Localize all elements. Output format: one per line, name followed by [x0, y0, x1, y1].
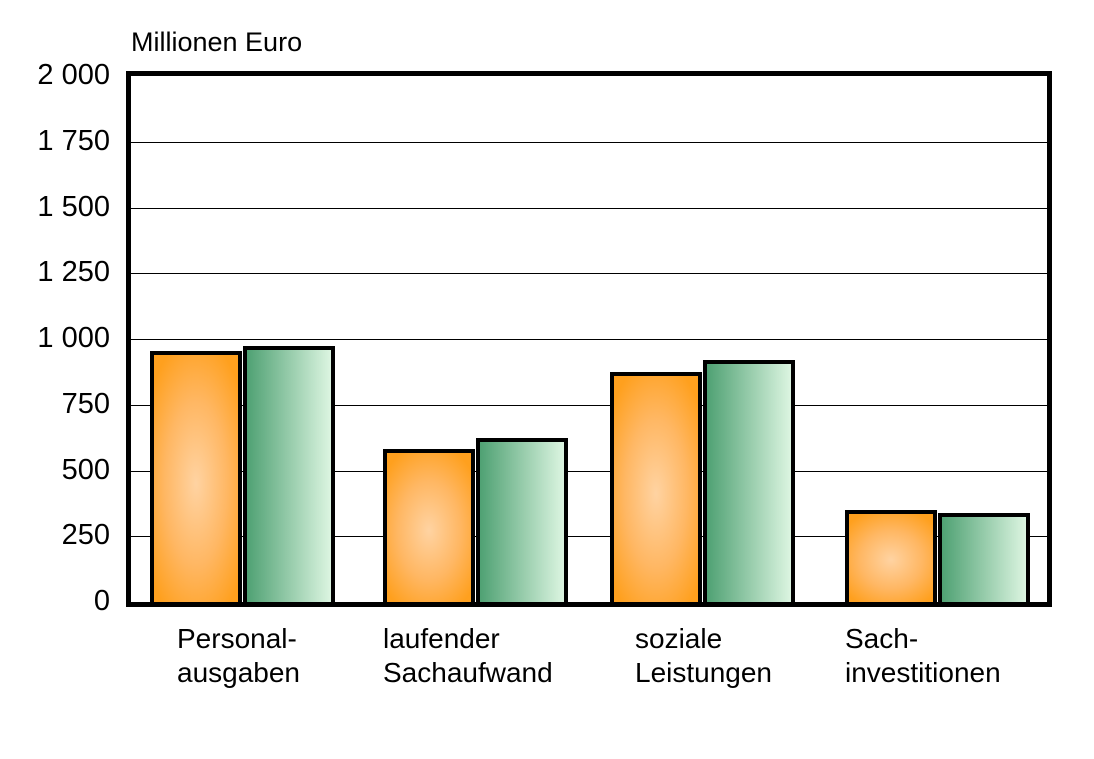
- bar-orange-group1: [150, 351, 242, 602]
- x-axis-category-labels: Personal- ausgaben laufender Sachaufwand s…: [0, 622, 1094, 712]
- gridline-1750: [131, 142, 1047, 143]
- gridline-1250: [131, 273, 1047, 274]
- gridline-750: [131, 405, 1047, 406]
- x-category-label-4: Sach- investitionen: [845, 623, 1001, 688]
- y-tick-label-1250: 1 250: [37, 256, 110, 289]
- y-tick-label-250: 250: [61, 519, 110, 552]
- gridline-1000: [131, 339, 1047, 340]
- plot-inner: [131, 76, 1047, 602]
- gridline-1500: [131, 208, 1047, 209]
- y-tick-label-2000: 2 000: [37, 59, 110, 91]
- y-tick-label-750: 750: [61, 387, 110, 420]
- y-tick-label-500: 500: [61, 453, 110, 486]
- bar-green-group3: [703, 360, 795, 602]
- y-tick-label-1500: 1 500: [37, 190, 110, 223]
- y-tick-label-0: 0: [93, 585, 110, 617]
- gridline-250: [131, 536, 1047, 537]
- x-category-label-3: soziale Leistungen: [635, 623, 773, 688]
- bar-green-group4: [938, 513, 1030, 602]
- chart-title: Millionen Euro: [131, 27, 303, 57]
- bar-orange-group3: [610, 372, 702, 602]
- y-tick-label-1000: 1 000: [37, 322, 110, 354]
- x-category-label-2: laufender Sachaufwand: [383, 623, 553, 688]
- x-category-label-1: Personal- ausgaben: [177, 623, 301, 688]
- bar-green-group2: [476, 438, 568, 602]
- bar-orange-group2: [383, 449, 475, 602]
- bar-orange-group4: [845, 510, 937, 602]
- plot-area: [126, 71, 1052, 607]
- y-tick-label-1750: 1 750: [37, 124, 110, 157]
- bar-green-group1: [243, 346, 335, 602]
- gridline-500: [131, 471, 1047, 472]
